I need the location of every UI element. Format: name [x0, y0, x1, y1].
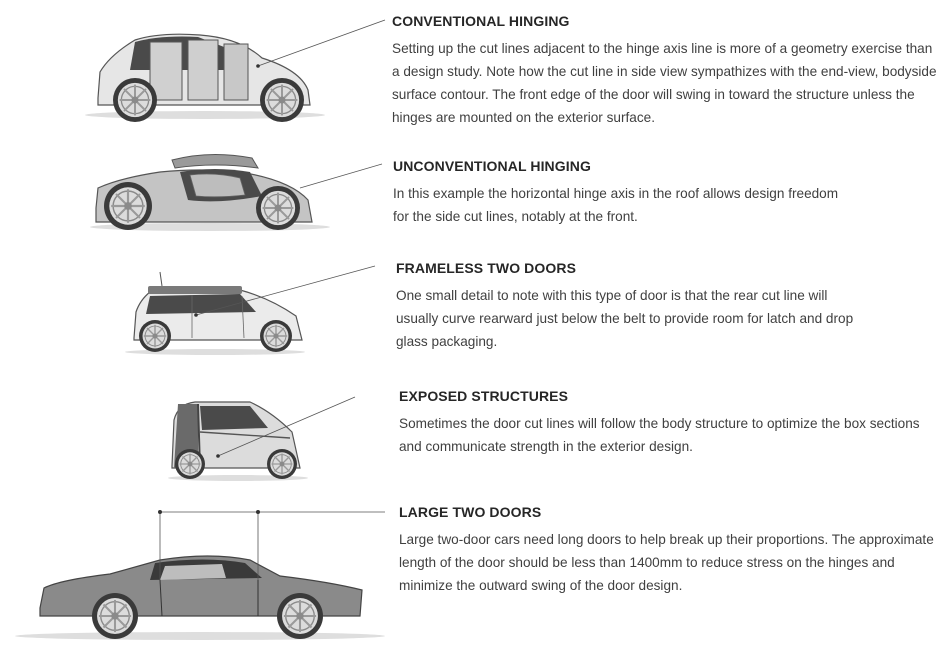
- section-title: FRAMELESS TWO DOORS: [396, 260, 577, 276]
- section-title: CONVENTIONAL HINGING: [392, 13, 570, 29]
- car-large-two-doors: [15, 510, 385, 640]
- section-text: Setting up the cut lines adjacent to the…: [392, 41, 937, 125]
- section-text: In this example the horizontal hinge axi…: [393, 186, 839, 224]
- section-title: EXPOSED STRUCTURES: [399, 388, 569, 404]
- section-title: UNCONVENTIONAL HINGING: [393, 158, 591, 174]
- car-conventional-hinging: [85, 19, 386, 122]
- section-frameless-two-doors: FRAMELESS TWO DOORS One small detail to …: [396, 260, 866, 353]
- section-text: One small detail to note with this type …: [396, 288, 854, 349]
- section-large-two-doors: LARGE TWO DOORS Large two-door cars need…: [399, 504, 939, 597]
- car-exposed-structures: [168, 396, 356, 481]
- section-title: LARGE TWO DOORS: [399, 504, 542, 520]
- section-conventional-hinging: CONVENTIONAL HINGING Setting up the cut …: [392, 13, 940, 129]
- section-exposed-structures: EXPOSED STRUCTURES Sometimes the door cu…: [399, 388, 929, 458]
- car-frameless-two-doors: [125, 265, 376, 355]
- section-unconventional-hinging: UNCONVENTIONAL HINGING In this example t…: [393, 158, 843, 228]
- section-text: Sometimes the door cut lines will follow…: [399, 416, 920, 454]
- section-text: Large two-door cars need long doors to h…: [399, 532, 934, 593]
- car-unconventional-hinging: [90, 153, 383, 231]
